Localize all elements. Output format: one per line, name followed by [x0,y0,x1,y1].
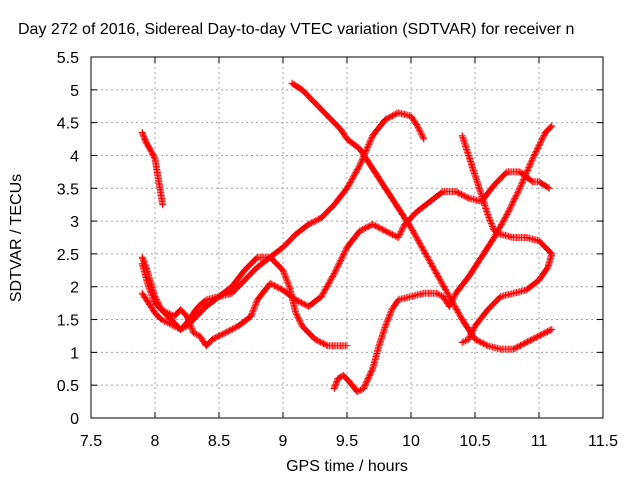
y-tick-label: 1.5 [57,313,79,330]
series-0-markers [138,129,167,209]
y-tick-label: 2 [70,280,79,297]
series-6 [458,132,556,346]
y-tick-label: 0 [70,411,79,428]
series-5 [330,122,556,396]
axis-ticks: 7.5 8 8.5 9 9.5 10 10.5 11 11.500.511.522.533.54… [57,50,618,450]
data-layer [138,79,556,396]
y-tick-label: 0.5 [57,378,79,395]
x-tick-label: 7.5 [80,433,102,450]
series-5-markers [330,122,556,396]
x-tick-label: 9.5 [336,433,358,450]
x-tick-label: 8 [151,433,160,450]
x-axis-label: GPS time / hours [286,458,408,475]
x-tick-label: 8.5 [208,433,230,450]
series-0 [138,129,167,209]
y-tick-label: 4.5 [57,116,79,133]
y-tick-label: 3.5 [57,181,79,198]
series-2 [138,253,351,350]
x-tick-label: 9 [279,433,288,450]
x-tick-label: 10 [402,433,420,450]
y-tick-label: 3 [70,214,79,231]
chart-title: Day 272 of 2016, Sidereal Day-to-day VTE… [18,21,574,38]
y-tick-label: 5 [70,83,79,100]
series-2-markers [138,253,351,350]
series-3-markers [138,168,553,350]
x-tick-label: 10.5 [459,433,490,450]
y-tick-label: 5.5 [57,50,79,67]
series-6-markers [458,132,556,346]
plot-frame [90,56,604,419]
y-tick-label: 4 [70,148,79,165]
y-tick-label: 1 [70,345,79,362]
y-axis-label: SDTVAR / TECUs [8,174,25,302]
x-tick-label: 11 [531,433,548,450]
series-3 [138,168,553,350]
y-tick-label: 2.5 [57,247,79,264]
x-tick-label: 11.5 [588,433,618,450]
